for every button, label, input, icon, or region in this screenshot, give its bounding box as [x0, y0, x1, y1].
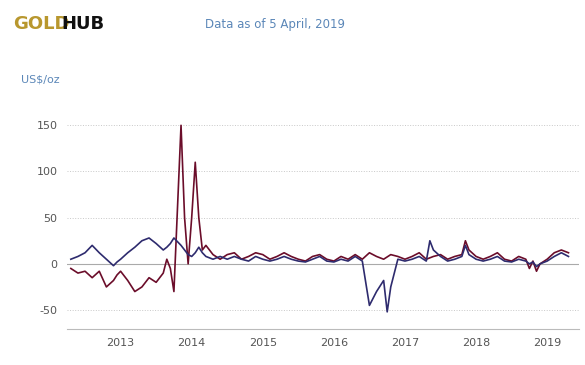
Text: India: India: [523, 29, 556, 42]
Text: Data as of 5 April, 2019: Data as of 5 April, 2019: [205, 18, 345, 31]
Text: China: China: [442, 29, 480, 42]
Text: HUB: HUB: [61, 15, 105, 33]
Text: US$/oz: US$/oz: [21, 74, 60, 84]
Text: GOLD: GOLD: [13, 15, 70, 33]
